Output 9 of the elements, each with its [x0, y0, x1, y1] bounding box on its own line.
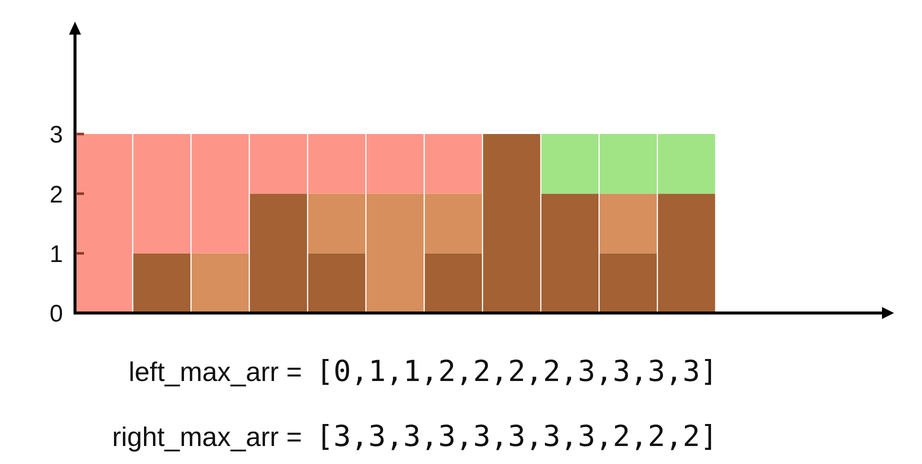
text: left_max_arr = [0,1,1,2,2,2,2,3,3,3,3]	[128, 354, 718, 388]
bar	[600, 194, 657, 254]
y-tick-label: 0	[50, 300, 63, 328]
y-tick-label: 1	[50, 240, 63, 268]
bar	[192, 253, 249, 313]
y-tick-label: 3	[50, 122, 63, 149]
y-tick-label: 2	[50, 181, 63, 208]
text: right_max_arr = [3,3,3,3,3,3,3,3,2,2,2]	[112, 419, 718, 453]
bar	[133, 253, 190, 313]
